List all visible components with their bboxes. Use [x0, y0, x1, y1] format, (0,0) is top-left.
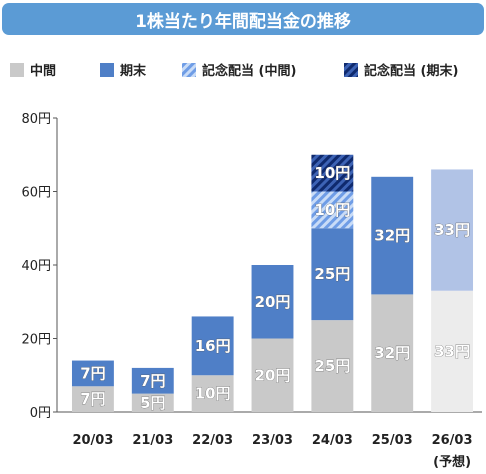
- legend-swatch: [10, 63, 24, 77]
- y-tick-label: 40円: [21, 259, 51, 274]
- data-label: 32円: [374, 344, 410, 362]
- x-tick-label: 23/03: [252, 433, 293, 448]
- legend: 中間 期末 記念配当 (中間) 記念配当 (期末): [10, 63, 458, 79]
- bar-segment: [311, 191, 354, 229]
- chart-title: 1株当たり年間配当金の推移: [2, 3, 484, 35]
- bar-segment: [311, 228, 354, 321]
- data-label: 10円: [314, 164, 350, 182]
- y-tick-label: 80円: [21, 112, 51, 127]
- data-label: 25円: [314, 265, 350, 283]
- data-labels: 7円 7円 5円 7円 10円 16円 20円 20円 25円 25円 10円 10円 32円 32円 33…: [80, 164, 470, 412]
- legend-label: 記念配当 (中間): [202, 63, 296, 79]
- bar-segment: [251, 265, 294, 339]
- data-label: 33円: [434, 221, 470, 239]
- legend-label: 期末: [120, 63, 147, 79]
- x-tick-label: 22/03: [192, 433, 233, 448]
- bar-segment: [251, 338, 294, 412]
- y-tick-label: 0円: [30, 406, 51, 421]
- bar-segment: [311, 320, 354, 412]
- axes: 0円 20円 40円 60円 80円 20/03 21/03 22/03 23/03 24/03 2…: [21, 112, 482, 470]
- data-label: 10円: [195, 385, 231, 403]
- bar-segment: [71, 360, 114, 387]
- y-tick-label: 60円: [21, 186, 51, 201]
- bar-segment: [431, 290, 474, 412]
- x-tick-label: 26/03: [432, 433, 473, 448]
- x-tick-label: 21/03: [132, 433, 173, 448]
- legend-swatch: [100, 63, 114, 77]
- x-tick-sublabel: (予想): [433, 454, 471, 470]
- bar-segment: [371, 294, 414, 412]
- y-tick-label: 20円: [21, 333, 51, 348]
- bar-segment: [191, 316, 234, 376]
- data-label: 20円: [255, 293, 291, 311]
- data-label: 16円: [195, 337, 231, 355]
- data-label: 20円: [255, 366, 291, 384]
- bar-segment: [131, 367, 174, 394]
- legend-label: 記念配当 (期末): [364, 63, 458, 79]
- legend-label: 中間: [30, 63, 56, 79]
- bar-segment: [71, 386, 114, 412]
- data-label: 10円: [314, 201, 350, 219]
- data-label: 5円: [140, 394, 165, 412]
- bars: [71, 154, 474, 412]
- data-label: 25円: [314, 357, 350, 375]
- data-label: 32円: [374, 227, 410, 245]
- legend-swatch: [344, 63, 358, 77]
- bar-segment: [311, 154, 354, 192]
- bar-segment: [191, 375, 234, 412]
- data-label: 33円: [434, 342, 470, 360]
- data-label: 7円: [140, 372, 165, 390]
- x-tick-label: 20/03: [72, 433, 113, 448]
- x-tick-label: 24/03: [312, 433, 353, 448]
- bar-segment: [371, 176, 414, 295]
- bar-segment: [131, 393, 174, 412]
- bar-segment: [431, 169, 474, 291]
- legend-swatch: [182, 63, 196, 77]
- data-label: 7円: [80, 390, 105, 408]
- data-label: 7円: [80, 364, 105, 382]
- x-tick-label: 25/03: [372, 433, 413, 448]
